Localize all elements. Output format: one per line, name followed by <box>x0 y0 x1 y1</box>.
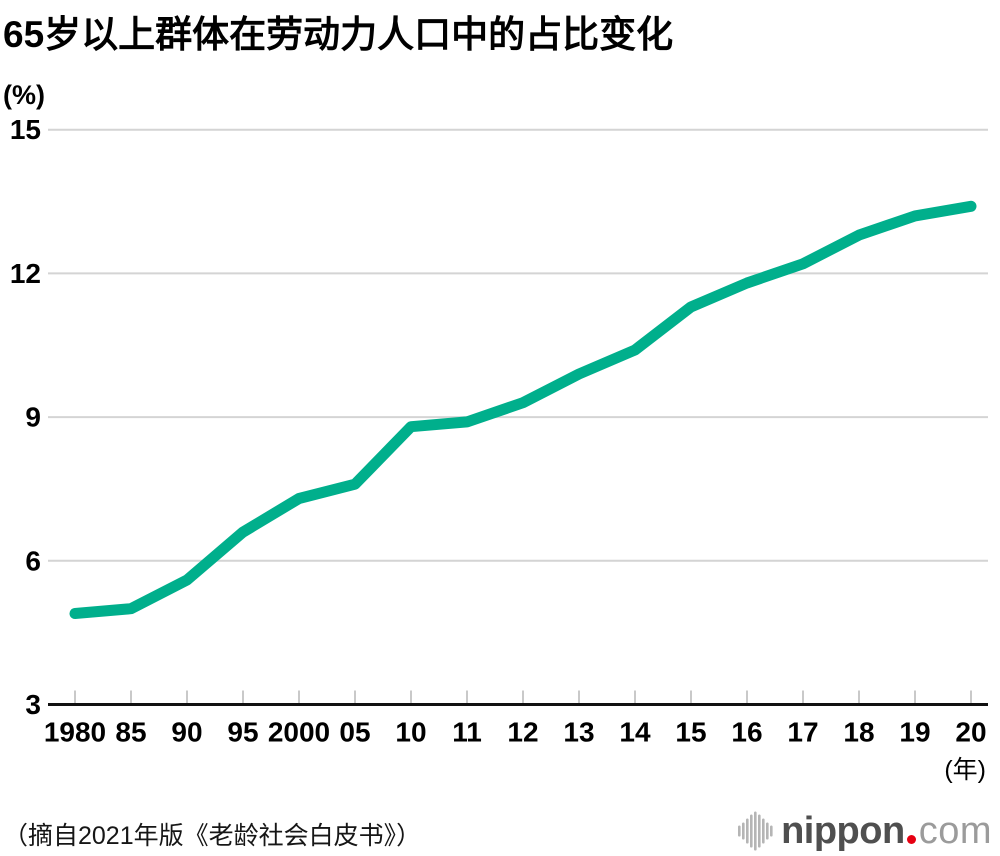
waveform-icon <box>738 811 773 851</box>
logo-text-primary: nippon <box>781 810 905 852</box>
x-tick-label-10: 10 <box>395 717 426 748</box>
x-tick-label-20: 20 <box>955 717 986 748</box>
x-tick-label-18: 18 <box>843 717 874 748</box>
waveform-bar <box>750 814 753 848</box>
x-tick-label-11: 11 <box>452 717 482 748</box>
x-tick-label-16: 16 <box>731 717 762 748</box>
data-line-65岁以上群体在劳动力人口中的占比 <box>69 200 977 619</box>
waveform-bar <box>762 818 765 844</box>
line-chart-canvas: 3 6 9 12 15 1980 85 90 95 2000 05 10 11 12 13 14 15 16 17 1… <box>10 114 988 748</box>
y-axis-unit-label: (%) <box>3 80 45 110</box>
x-tick-label-12: 12 <box>507 717 538 748</box>
chart-title: 65岁以上群体在劳动力人口中的占比变化 <box>3 14 674 55</box>
y-tick-label-9: 9 <box>25 402 41 433</box>
x-axis-unit-label: (年) <box>944 756 986 784</box>
x-tick-label-90: 90 <box>171 717 202 748</box>
x-tick-label-95: 95 <box>227 717 258 748</box>
y-tick-label-15: 15 <box>10 114 41 145</box>
waveform-bar <box>746 818 749 844</box>
x-tick-label-05: 05 <box>339 717 370 748</box>
x-tick-label-85: 85 <box>115 717 146 748</box>
logo-text-secondary: com <box>918 810 992 852</box>
x-tick-label-13: 13 <box>563 717 594 748</box>
x-tick-label-17: 17 <box>787 717 818 748</box>
nippon-logo: nippon com <box>738 810 992 852</box>
waveform-bar <box>766 822 769 840</box>
waveform-bar <box>758 814 761 848</box>
x-tick-label-2000: 2000 <box>268 717 330 748</box>
y-tick-label-3: 3 <box>25 689 41 720</box>
y-tick-label-12: 12 <box>10 258 41 289</box>
source-note: （摘自2021年版《老龄社会白皮书》） <box>3 822 422 850</box>
y-tick-label-6: 6 <box>25 545 41 576</box>
x-tick-label-19: 19 <box>899 717 930 748</box>
x-tick-label-1980: 1980 <box>44 717 106 748</box>
x-tick-label-15: 15 <box>675 717 706 748</box>
x-tick-label-14: 14 <box>619 717 651 748</box>
waveform-bar <box>738 825 741 837</box>
waveform-bar <box>742 822 745 840</box>
waveform-bar <box>754 811 757 851</box>
logo-dot <box>906 835 916 844</box>
waveform-bar <box>770 825 773 837</box>
